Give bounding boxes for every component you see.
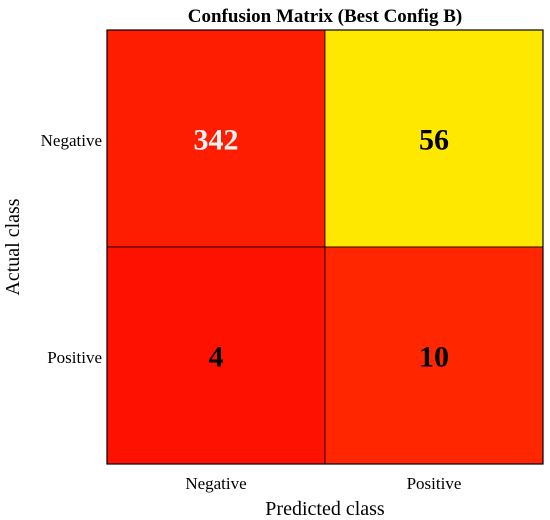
y-axis-label: Actual class — [2, 198, 24, 295]
cell-value-negative-positive: 56 — [419, 124, 449, 157]
cell-positive-negative — [106, 246, 326, 465]
cell-positive-positive — [324, 246, 544, 465]
y-tick-positive: Positive — [47, 348, 102, 367]
cell-negative-positive — [324, 29, 544, 248]
x-tick-positive: Positive — [407, 474, 462, 493]
axis-ticks: Negative Positive Negative Positive — [41, 131, 462, 493]
x-tick-negative: Negative — [185, 474, 246, 493]
x-axis-label: Predicted class — [265, 498, 385, 520]
chart-title: Confusion Matrix (Best Config B) — [188, 6, 462, 27]
cell-value-negative-negative: 342 — [194, 124, 239, 157]
cell-value-positive-positive: 10 — [419, 341, 449, 374]
plot-frame — [106, 29, 544, 465]
matrix-cells — [106, 29, 544, 465]
cell-negative-negative — [106, 29, 326, 248]
matrix-cell-labels: 342 56 4 10 — [194, 124, 450, 374]
cell-value-positive-negative: 4 — [209, 341, 224, 374]
y-tick-negative: Negative — [41, 131, 102, 150]
